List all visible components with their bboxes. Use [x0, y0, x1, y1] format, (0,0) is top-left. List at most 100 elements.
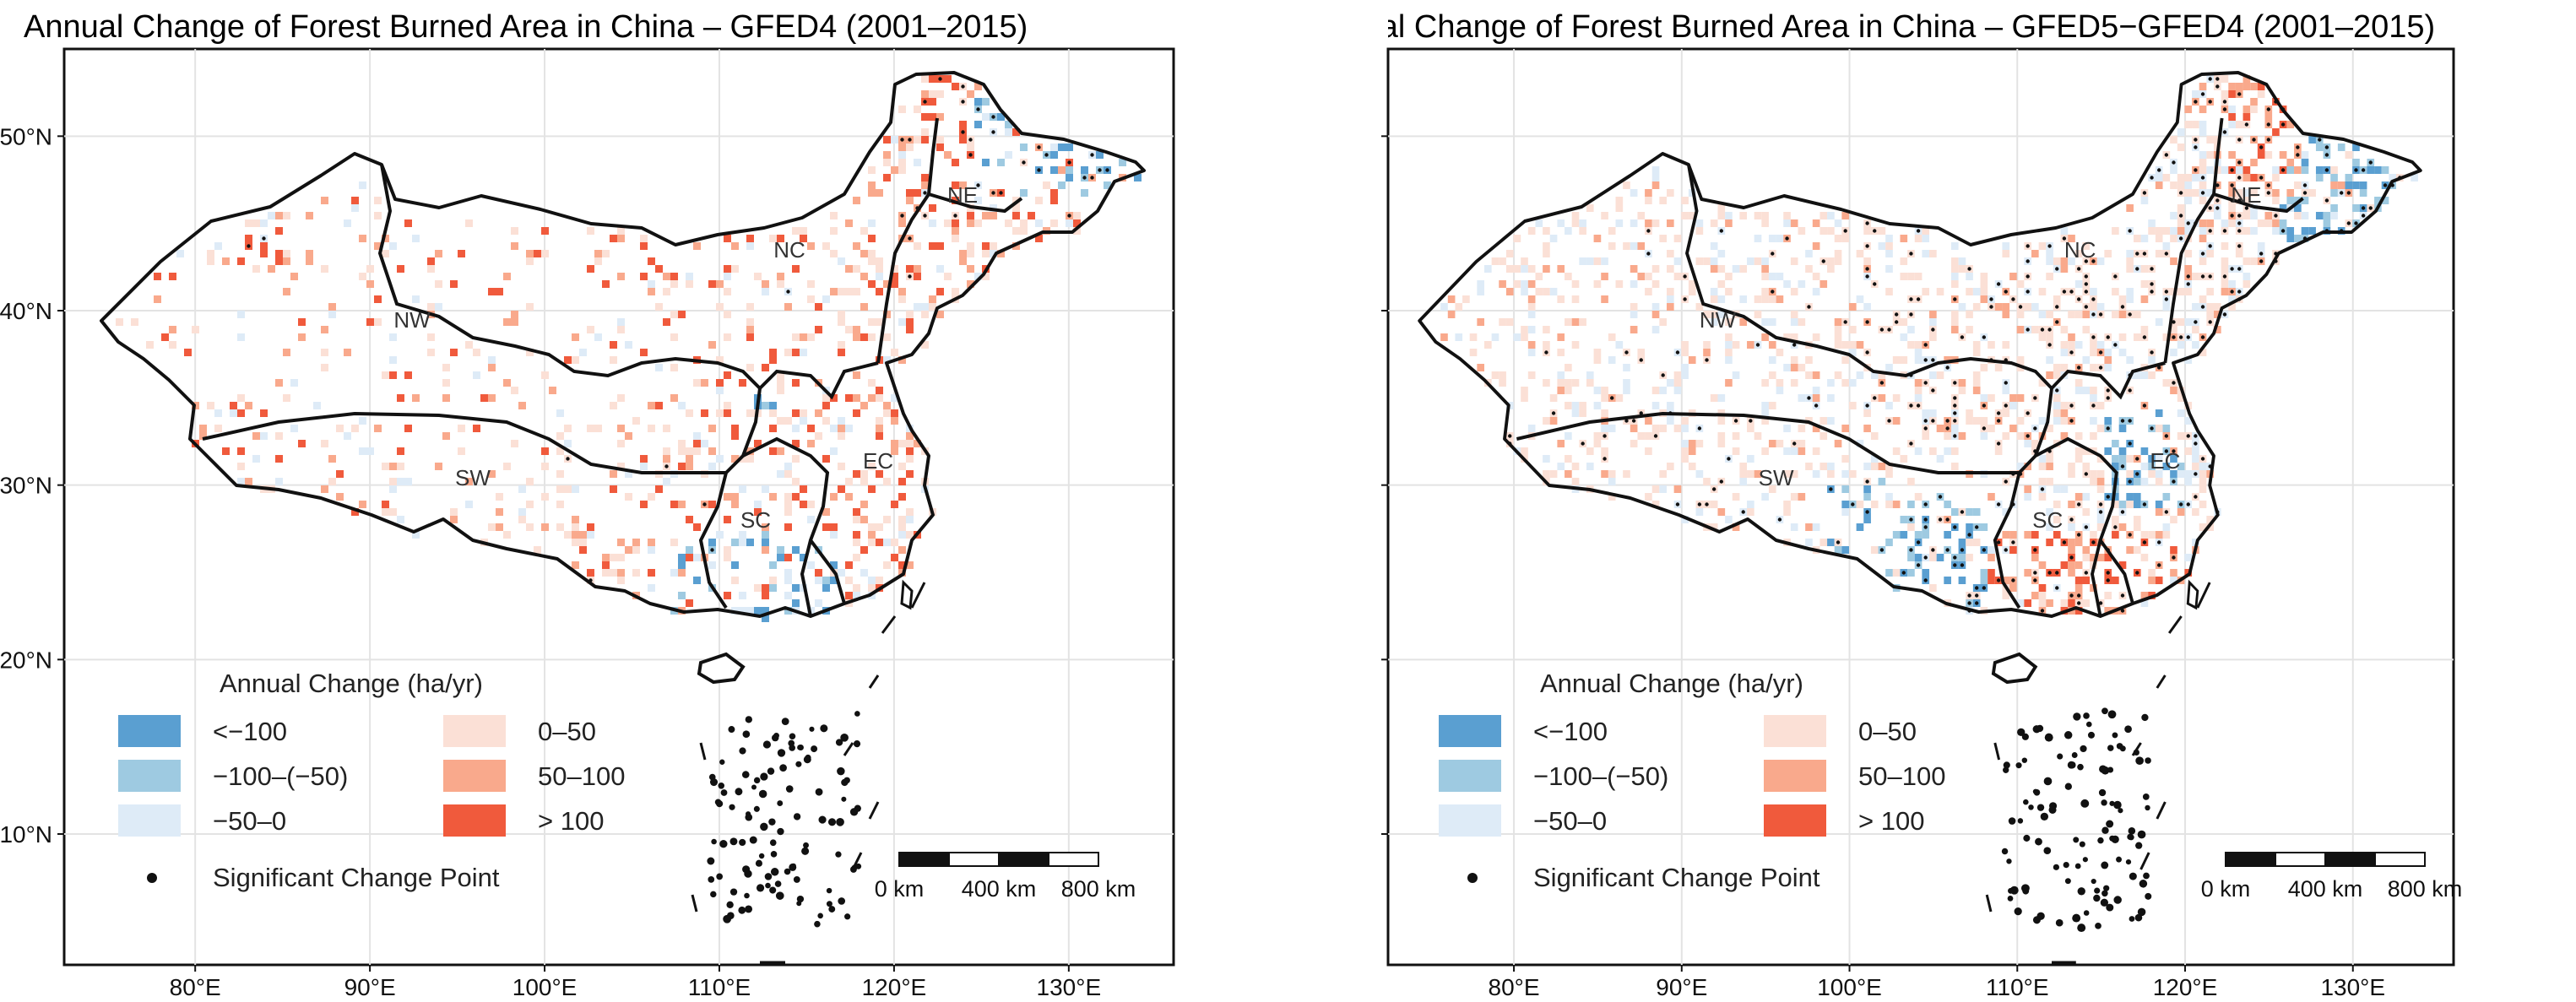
- burn-cell: [2074, 584, 2083, 592]
- burn-cell: [724, 235, 731, 242]
- burn-cell: [2199, 121, 2207, 128]
- burn-cell: [579, 546, 587, 554]
- burn-cell: [328, 311, 336, 318]
- significant-point: [2076, 533, 2081, 537]
- burn-cell: [1900, 531, 1908, 539]
- island: [2124, 725, 2132, 734]
- burn-cell: [876, 539, 883, 546]
- burn-cell: [1681, 440, 1689, 447]
- burn-cell: [2053, 402, 2061, 409]
- burn-cell: [982, 159, 990, 166]
- significant-point: [1953, 411, 1957, 415]
- significant-point: [2208, 77, 2212, 81]
- burn-cell: [2112, 440, 2119, 447]
- burn-cell: [724, 409, 731, 417]
- burn-cell: [1849, 470, 1857, 478]
- significant-point: [2230, 214, 2234, 218]
- significant-point: [1090, 153, 1094, 157]
- burn-cell: [716, 356, 724, 364]
- burn-cell: [724, 554, 731, 561]
- burn-cell: [914, 159, 921, 166]
- significant-point: [1067, 214, 1071, 218]
- burn-cell: [2046, 311, 2053, 318]
- significant-point: [2055, 586, 2059, 590]
- burn-cell: [670, 273, 678, 280]
- burn-cell: [283, 288, 290, 295]
- burn-cell: [1630, 311, 1638, 318]
- burn-cell: [2038, 417, 2047, 425]
- burn-cell: [838, 257, 845, 265]
- burn-cell: [2155, 318, 2163, 326]
- burn-cell: [1863, 516, 1871, 523]
- island: [760, 822, 768, 831]
- burn-cell: [1761, 265, 1769, 273]
- burn-cell: [670, 539, 678, 546]
- burn-cell: [1739, 463, 1748, 470]
- burn-cell: [883, 136, 891, 144]
- burn-cell: [868, 235, 876, 242]
- burn-cell: [366, 280, 374, 288]
- burn-cell: [1651, 485, 1660, 493]
- island: [2135, 756, 2144, 766]
- scale-bar-segment: [998, 852, 1049, 867]
- burn-cell: [2177, 219, 2185, 227]
- island: [815, 788, 823, 796]
- island: [729, 837, 738, 846]
- significant-point: [1551, 411, 1556, 415]
- burn-cell: [2090, 432, 2097, 440]
- burn-cell: [2126, 356, 2134, 364]
- island: [849, 808, 859, 816]
- significant-point: [1733, 419, 1738, 423]
- burn-cell: [1790, 318, 1798, 326]
- significant-point: [2178, 502, 2183, 506]
- burn-cell: [1914, 235, 1923, 242]
- burn-cell: [1827, 212, 1835, 219]
- burn-cell: [541, 463, 549, 470]
- significant-point: [1037, 168, 1041, 172]
- burn-cell: [944, 151, 952, 159]
- burn-cell: [898, 288, 906, 295]
- burn-cell: [1681, 197, 1689, 204]
- burn-cell: [1527, 311, 1536, 318]
- burn-cell: [2242, 113, 2251, 121]
- burn-cell: [1703, 257, 1711, 265]
- burn-cell: [1499, 280, 1506, 288]
- significant-point: [1989, 297, 1993, 301]
- burn-cell: [1543, 227, 1550, 235]
- burn-cell: [2104, 417, 2112, 425]
- burn-cell: [2148, 463, 2156, 470]
- burn-cell: [731, 425, 739, 432]
- burn-cell: [1717, 508, 1726, 516]
- burn-cell: [815, 432, 822, 440]
- burn-change-cells: [116, 75, 1142, 622]
- burn-cell: [2090, 341, 2097, 349]
- burn-cell: [2192, 121, 2199, 128]
- x-tick-label: 130°E: [2320, 974, 2385, 998]
- burn-cell: [2148, 577, 2156, 584]
- burn-cell: [1907, 554, 1915, 561]
- burn-cell: [2221, 257, 2229, 265]
- burn-cell: [891, 554, 898, 561]
- significant-point: [2011, 540, 2015, 544]
- burn-cell: [1527, 349, 1536, 356]
- burn-cell: [1571, 379, 1580, 387]
- burn-cell: [686, 409, 693, 417]
- significant-point: [2178, 214, 2183, 218]
- burn-cell: [891, 273, 898, 280]
- burn-cell: [2112, 501, 2119, 508]
- burn-cell: [2046, 356, 2053, 364]
- burn-cell: [708, 341, 716, 349]
- burn-cell: [1798, 440, 1806, 447]
- significant-point: [2194, 434, 2198, 438]
- significant-point: [2098, 312, 2103, 317]
- burn-cell: [602, 569, 610, 577]
- burn-cell: [1005, 219, 1012, 227]
- burn-cell: [1717, 394, 1726, 402]
- significant-point: [2135, 267, 2139, 271]
- burn-cell: [648, 493, 655, 501]
- island: [2049, 802, 2058, 810]
- burn-cell: [2060, 257, 2069, 265]
- burn-cell: [610, 470, 617, 478]
- burn-cell: [572, 539, 579, 546]
- burn-cell: [1455, 333, 1463, 341]
